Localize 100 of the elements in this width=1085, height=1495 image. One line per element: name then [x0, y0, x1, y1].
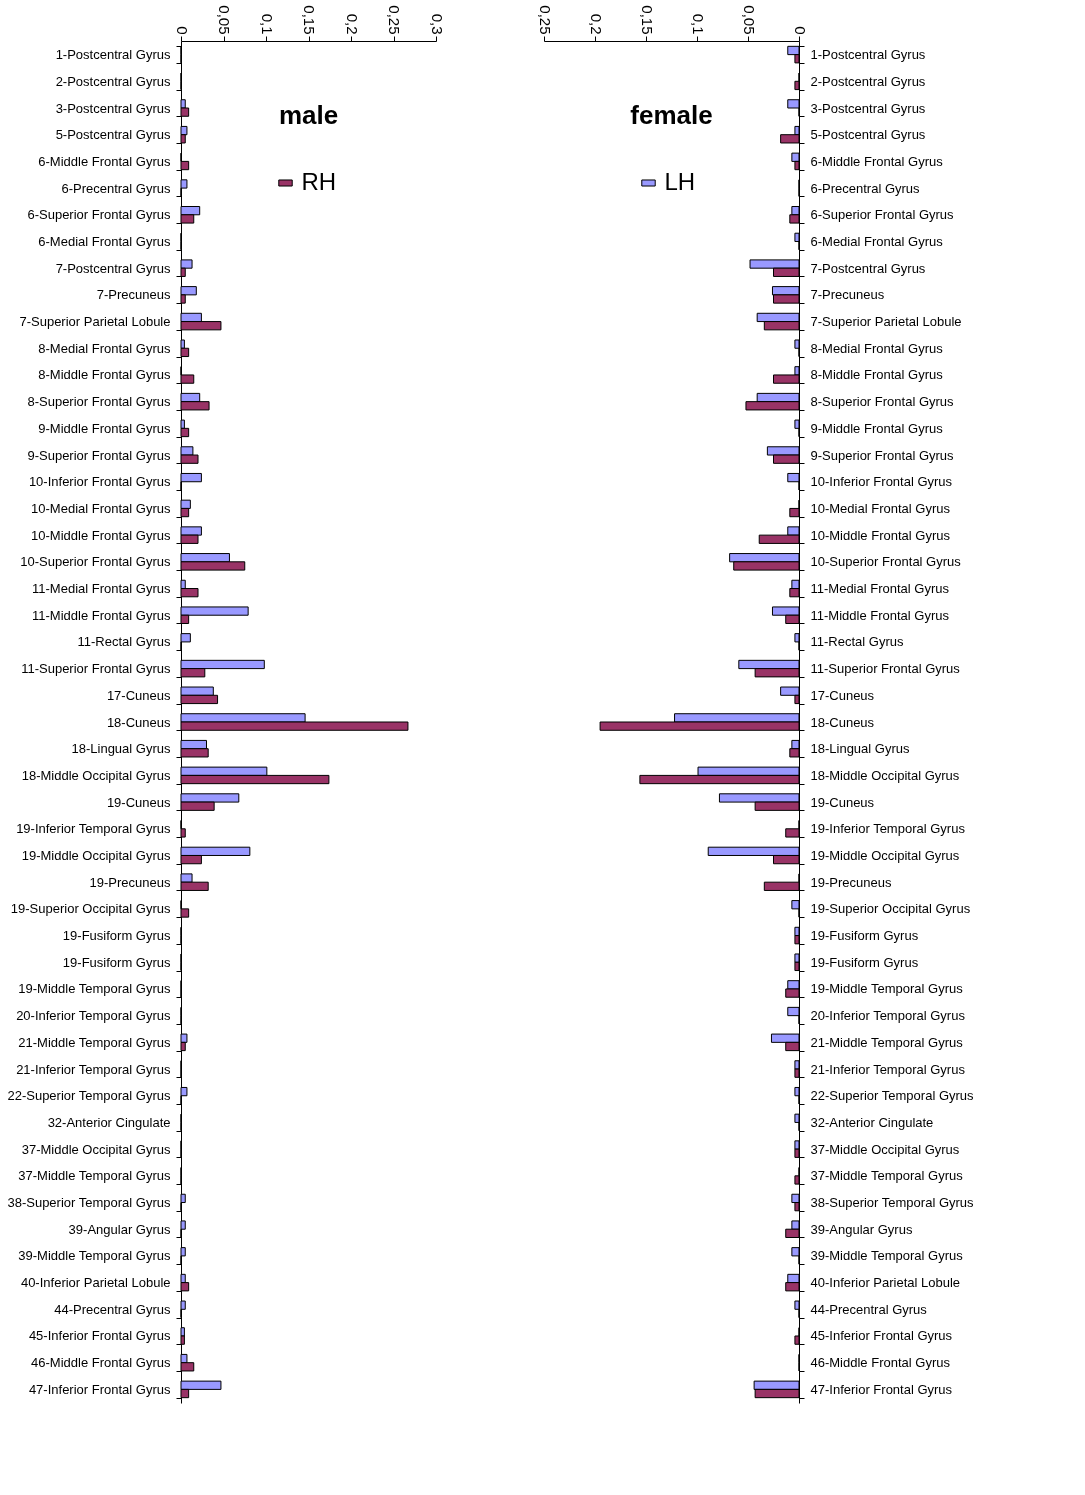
y-tick-label: 11-Middle Frontal Gyrus: [810, 607, 950, 623]
y-tick-label: 6-Middle Frontal Gyrus: [38, 153, 171, 169]
y-tick-label: 6-Superior Frontal Gyrus: [27, 207, 171, 223]
y-tick-label: 7-Precuneus: [810, 287, 885, 303]
y-tick-label: 19-Fusiform Gyrus: [62, 928, 171, 944]
y-tick-label: 40-Inferior Parietal Lobule: [20, 1275, 171, 1291]
y-tick-label: 21-Middle Temporal Gyrus: [810, 1034, 964, 1050]
y-tick-label: 7-Superior Parietal Lobule: [810, 314, 962, 330]
y-tick-label: 45-Inferior Frontal Gyrus: [810, 1328, 953, 1344]
x-tick-label: 0,25: [386, 5, 403, 35]
y-tick-label: 8-Middle Frontal Gyrus: [810, 367, 944, 383]
y-tick-label: 39-Angular Gyrus: [68, 1221, 171, 1237]
x-tick-label: 0,1: [689, 13, 707, 35]
y-tick-label: 7-Precuneus: [96, 287, 171, 303]
y-tick-label: 19-Middle Occipital Gyrus: [21, 847, 171, 863]
y-tick-label: 21-Inferior Temporal Gyrus: [16, 1061, 171, 1077]
y-tick-label: 7-Postcentral Gyrus: [810, 260, 926, 276]
x-tick-label: 0,15: [301, 5, 318, 35]
y-tick-label: 10-Middle Frontal Gyrus: [810, 527, 951, 543]
y-tick-label: 19-Fusiform Gyrus: [810, 928, 919, 944]
legend-label: LH: [664, 168, 696, 195]
y-tick-label: 3-Postcentral Gyrus: [55, 100, 171, 116]
y-tick-label: 44-Precentral Gyrus: [810, 1301, 928, 1317]
y-tick-label: 19-Inferior Temporal Gyrus: [810, 821, 966, 837]
y-tick-label: 5-Postcentral Gyrus: [810, 127, 926, 143]
text: female: [630, 99, 713, 130]
y-tick-label: 19-Fusiform Gyrus: [810, 954, 919, 970]
y-tick-label: 11-Medial Frontal Gyrus: [810, 581, 950, 597]
y-tick-label: 32-Anterior Cingulate: [47, 1114, 171, 1130]
y-tick-label: 9-Middle Frontal Gyrus: [38, 420, 171, 436]
y-tick-label: 18-Middle Occipital Gyrus: [21, 767, 171, 783]
y-tick-label: 45-Inferior Frontal Gyrus: [28, 1328, 171, 1344]
y-tick-label: 37-Middle Temporal Gyrus: [810, 1168, 964, 1184]
y-tick-label: 40-Inferior Parietal Lobule: [810, 1275, 961, 1291]
y-tick-label: 8-Medial Frontal Gyrus: [38, 340, 171, 356]
y-tick-label: 1-Postcentral Gyrus: [55, 47, 171, 63]
y-tick-label: 6-Medial Frontal Gyrus: [38, 233, 171, 249]
y-tick-label: 18-Middle Occipital Gyrus: [810, 767, 960, 783]
y-tick-label: 18-Cuneus: [810, 714, 875, 730]
x-tick-label: 0: [791, 26, 809, 35]
y-tick-label: 22-Superior Temporal Gyrus: [810, 1088, 975, 1104]
y-tick-label: 10-Inferior Frontal Gyrus: [810, 474, 953, 490]
y-tick-label: 17-Cuneus: [106, 687, 171, 703]
x-tick-label: 0,2: [343, 13, 361, 35]
y-tick-label: 46-Middle Frontal Gyrus: [31, 1355, 171, 1371]
y-tick-label: 9-Middle Frontal Gyrus: [810, 420, 944, 436]
x-tick-label: 0,2: [587, 13, 605, 35]
y-tick-label: 11-Rectal Gyrus: [810, 634, 904, 650]
y-tick-label: 11-Middle Frontal Gyrus: [32, 607, 171, 623]
y-tick-label: 10-Superior Frontal Gyrus: [20, 554, 171, 570]
y-tick-label: 19-Precuneus: [89, 874, 171, 890]
x-tick-label: 0,15: [638, 5, 656, 35]
y-tick-label: 19-Precuneus: [810, 874, 892, 890]
y-tick-label: 3-Postcentral Gyrus: [810, 100, 926, 116]
y-tick-label: 6-Superior Frontal Gyrus: [810, 207, 955, 223]
y-tick-label: 19-Middle Temporal Gyrus: [18, 981, 171, 997]
x-tick-label: 0,3: [428, 13, 446, 35]
y-tick-label: 21-Inferior Temporal Gyrus: [810, 1061, 966, 1077]
y-tick-label: 19-Cuneus: [106, 794, 171, 810]
y-tick-label: 37-Middle Temporal Gyrus: [18, 1168, 171, 1184]
y-tick-label: 47-Inferior Frontal Gyrus: [28, 1381, 171, 1397]
y-tick-label: 39-Middle Temporal Gyrus: [810, 1248, 964, 1264]
y-tick-label: 10-Middle Frontal Gyrus: [31, 527, 171, 543]
y-tick-label: 6-Precentral Gyrus: [61, 180, 171, 196]
legend-label: RH: [301, 168, 337, 195]
y-tick-label: 19-Fusiform Gyrus: [62, 954, 171, 970]
y-tick-label: 21-Middle Temporal Gyrus: [18, 1034, 171, 1050]
text: male: [278, 99, 339, 130]
y-tick-label: 19-Middle Occipital Gyrus: [810, 847, 960, 863]
y-tick-label: 8-Middle Frontal Gyrus: [38, 367, 171, 383]
y-tick-label: 6-Precentral Gyrus: [810, 180, 921, 196]
y-tick-label: 18-Lingual Gyrus: [810, 741, 910, 757]
y-tick-label: 19-Cuneus: [810, 794, 875, 810]
y-tick-label: 2-Postcentral Gyrus: [810, 73, 926, 89]
y-tick-label: 11-Superior Frontal Gyrus: [21, 661, 171, 677]
y-tick-label: 6-Middle Frontal Gyrus: [810, 153, 944, 169]
y-tick-label: 9-Superior Frontal Gyrus: [27, 447, 171, 463]
x-tick-label: 0,05: [216, 5, 233, 35]
x-tick-label: 0,25: [536, 5, 554, 35]
y-tick-label: 5-Postcentral Gyrus: [55, 127, 171, 143]
y-tick-label: 37-Middle Occipital Gyrus: [21, 1141, 171, 1157]
y-tick-label: 37-Middle Occipital Gyrus: [810, 1141, 960, 1157]
y-tick-label: 47-Inferior Frontal Gyrus: [810, 1381, 953, 1397]
y-tick-label: 11-Medial Frontal Gyrus: [32, 581, 171, 597]
y-tick-label: 22-Superior Temporal Gyrus: [7, 1088, 171, 1104]
y-tick-label: 1-Postcentral Gyrus: [810, 47, 926, 63]
y-tick-label: 11-Rectal Gyrus: [77, 634, 171, 650]
y-tick-label: 38-Superior Temporal Gyrus: [7, 1195, 171, 1211]
y-tick-label: 10-Medial Frontal Gyrus: [31, 500, 171, 516]
y-tick-label: 46-Middle Frontal Gyrus: [810, 1355, 951, 1371]
y-tick-label: 32-Anterior Cingulate: [810, 1114, 934, 1130]
y-tick-label: 39-Angular Gyrus: [810, 1221, 913, 1237]
y-tick-label: 18-Cuneus: [106, 714, 171, 730]
y-tick-label: 44-Precentral Gyrus: [54, 1301, 171, 1317]
y-tick-label: 10-Inferior Frontal Gyrus: [28, 474, 171, 490]
y-tick-label: 39-Middle Temporal Gyrus: [18, 1248, 171, 1264]
y-tick-label: 19-Superior Occipital Gyrus: [810, 901, 971, 917]
y-tick-label: 19-Superior Occipital Gyrus: [10, 901, 171, 917]
x-tick-label: 0: [173, 26, 191, 35]
x-tick-label: 0,1: [258, 13, 276, 35]
